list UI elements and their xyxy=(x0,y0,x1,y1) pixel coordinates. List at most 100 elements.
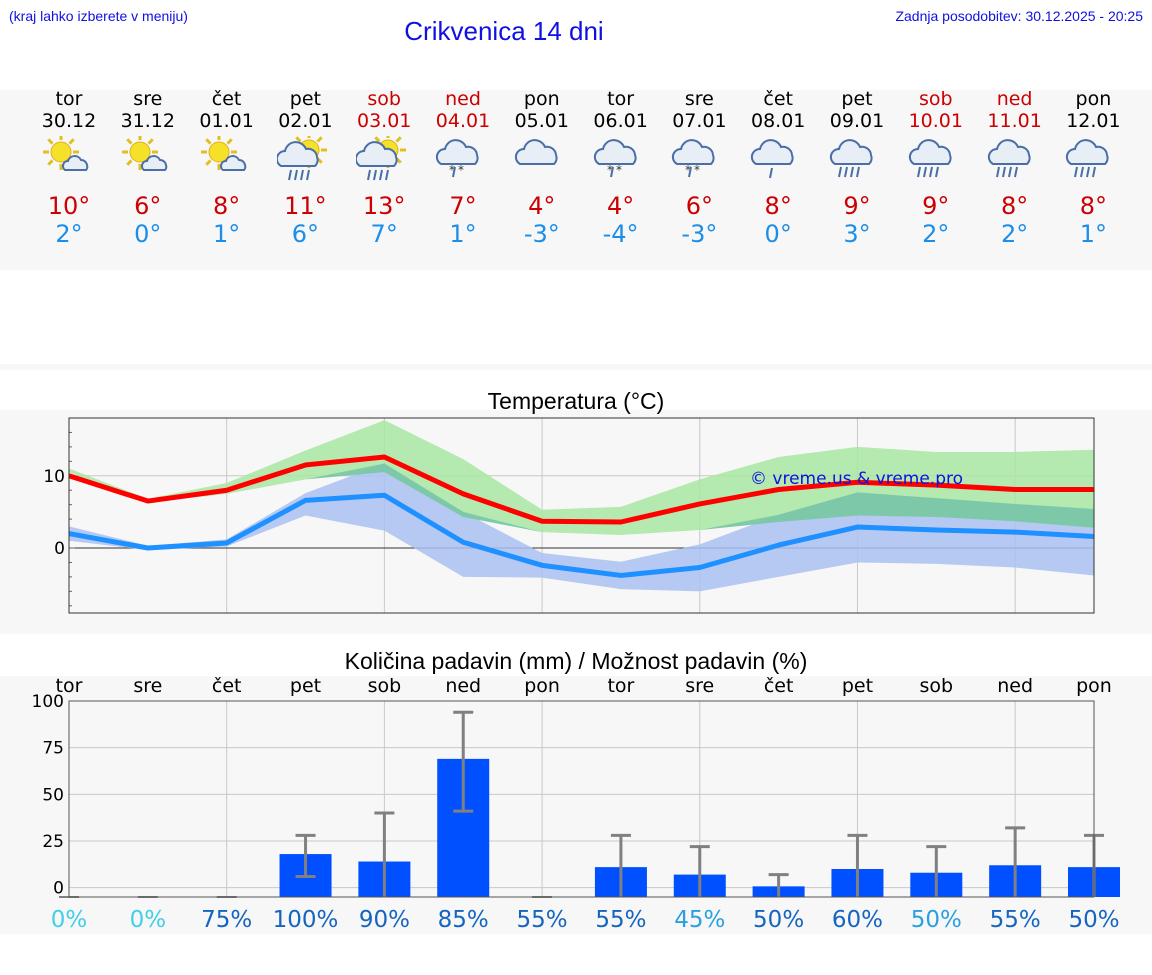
cloud-snow-icon: * * xyxy=(659,134,739,192)
day-name: ned xyxy=(996,88,1033,110)
cloud-light-rain-icon xyxy=(738,134,818,192)
day-min-temp: 1° xyxy=(1079,220,1108,248)
last-updated: Zadnja posodobitev: 30.12.2025 - 20:25 xyxy=(895,8,1143,24)
category-label: tor xyxy=(607,675,634,697)
day-min-temp: -3° xyxy=(681,220,718,248)
day-name: čet xyxy=(211,88,242,110)
precipitation-probability: 55% xyxy=(595,907,646,933)
cloud-snow-icon: * * xyxy=(423,134,503,192)
min-temperature-line xyxy=(68,492,1095,578)
day-max-temp: 4° xyxy=(606,192,635,220)
error-bar xyxy=(610,833,631,897)
day-column: ned 11.01 8° 2° xyxy=(975,88,1055,248)
day-max-temp: 9° xyxy=(922,192,950,220)
category-label: pon xyxy=(1076,675,1112,697)
day-date: 01.01 xyxy=(199,110,254,132)
sun-cloud-icon xyxy=(108,134,188,192)
cloud-rain-icon xyxy=(817,134,897,192)
day-column: pon 12.01 8° 1° xyxy=(1053,88,1133,248)
day-date: 11.01 xyxy=(987,110,1042,132)
cloud-rain-icon xyxy=(975,134,1055,192)
day-name: pon xyxy=(1075,88,1112,110)
svg-text:*: * xyxy=(616,163,622,177)
day-max-temp: 9° xyxy=(843,192,871,220)
cloud-rain-icon xyxy=(1053,134,1133,192)
category-label: pet xyxy=(290,675,321,697)
sun-cloud-rain-icon xyxy=(265,134,345,192)
day-name: sre xyxy=(133,88,163,110)
precipitation-probability: 75% xyxy=(201,907,252,933)
day-min-temp: 2° xyxy=(1000,220,1029,248)
location-hint[interactable]: (kraj lahko izberete v meniju) xyxy=(9,8,188,24)
day-date: 05.01 xyxy=(514,110,569,132)
error-bar xyxy=(1005,826,1026,897)
day-max-temp: 8° xyxy=(212,192,241,220)
day-column: sre 31.12 6° 0° xyxy=(108,88,188,248)
error-bar xyxy=(295,833,316,878)
day-column: sob 10.01 9° 2° xyxy=(896,88,976,248)
cloud-rain-icon xyxy=(896,134,976,192)
y-tick-label: 100 xyxy=(32,692,64,712)
error-bar xyxy=(689,845,710,897)
day-date: 31.12 xyxy=(120,110,175,132)
error-bar xyxy=(926,845,947,897)
temperature-chart: 0 10 © vreme.us & vreme.pro xyxy=(43,417,1095,614)
day-min-temp: 2° xyxy=(922,220,950,248)
error-bar xyxy=(847,833,868,897)
category-label: pet xyxy=(842,675,873,697)
day-max-temp: 8° xyxy=(1000,192,1029,220)
min-temperature-band xyxy=(69,463,1094,592)
sun-cloud-icon xyxy=(29,134,109,192)
day-date: 06.01 xyxy=(593,110,648,132)
y-tick-label: 50 xyxy=(42,785,64,805)
day-date: 09.01 xyxy=(829,110,885,132)
day-min-temp: 0° xyxy=(134,220,162,248)
svg-text:*: * xyxy=(607,163,613,177)
y-tick-label: 0 xyxy=(53,879,64,899)
category-label: sre xyxy=(133,675,162,697)
day-max-temp: 4° xyxy=(528,192,556,220)
page-title: Crikvenica 14 dni xyxy=(404,16,604,46)
category-label: tor xyxy=(56,675,83,697)
precipitation-probability: 60% xyxy=(832,907,883,933)
day-name: tor xyxy=(607,88,635,110)
watermark: © vreme.us & vreme.pro xyxy=(750,469,963,489)
category-label: sob xyxy=(920,675,954,697)
day-min-temp: 1° xyxy=(212,220,241,248)
precipitation-probability: 50% xyxy=(753,907,804,933)
day-max-temp: 6° xyxy=(685,192,714,220)
y-tick-label: 0 xyxy=(54,539,65,559)
day-name: sre xyxy=(684,88,714,110)
precipitation-chart-title: Količina padavin (mm) / Možnost padavin … xyxy=(344,648,808,674)
cloud-sleet-icon: * * xyxy=(581,134,661,192)
day-column: pon 05.01 4° -3° xyxy=(502,88,582,248)
day-max-temp: 6° xyxy=(134,192,162,220)
precipitation-probability: 55% xyxy=(990,907,1041,933)
cloud-icon xyxy=(502,134,582,192)
day-name: čet xyxy=(763,88,793,110)
separator-strip xyxy=(0,364,1152,370)
day-name: pet xyxy=(841,88,873,110)
precipitation-probability: 50% xyxy=(911,907,962,933)
day-column: tor 06.01 * * 4° -4° xyxy=(581,88,661,248)
precipitation-probability: 0% xyxy=(130,907,167,933)
temperature-chart-title: Temperatura (°C) xyxy=(487,388,665,414)
day-date: 03.01 xyxy=(356,110,412,132)
precipitation-probability: 50% xyxy=(1068,907,1119,933)
precipitation-probability: 45% xyxy=(674,907,725,933)
day-max-temp: 8° xyxy=(764,192,792,220)
error-bar xyxy=(374,811,395,897)
day-date: 08.01 xyxy=(750,110,806,132)
sun-cloud-icon xyxy=(187,134,267,192)
day-column: sob 03.01 13° 7° xyxy=(344,88,424,248)
day-name: ned xyxy=(445,88,481,110)
y-tick-label: 25 xyxy=(42,832,64,852)
day-column: pet 09.01 9° 3° xyxy=(817,88,897,248)
day-column: čet 08.01 8° 0° xyxy=(738,88,818,248)
day-date: 02.01 xyxy=(278,110,333,132)
day-min-temp: 1° xyxy=(449,220,477,248)
day-name: pet xyxy=(289,88,321,110)
category-label: čet xyxy=(212,675,242,697)
day-date: 12.01 xyxy=(1066,110,1121,132)
